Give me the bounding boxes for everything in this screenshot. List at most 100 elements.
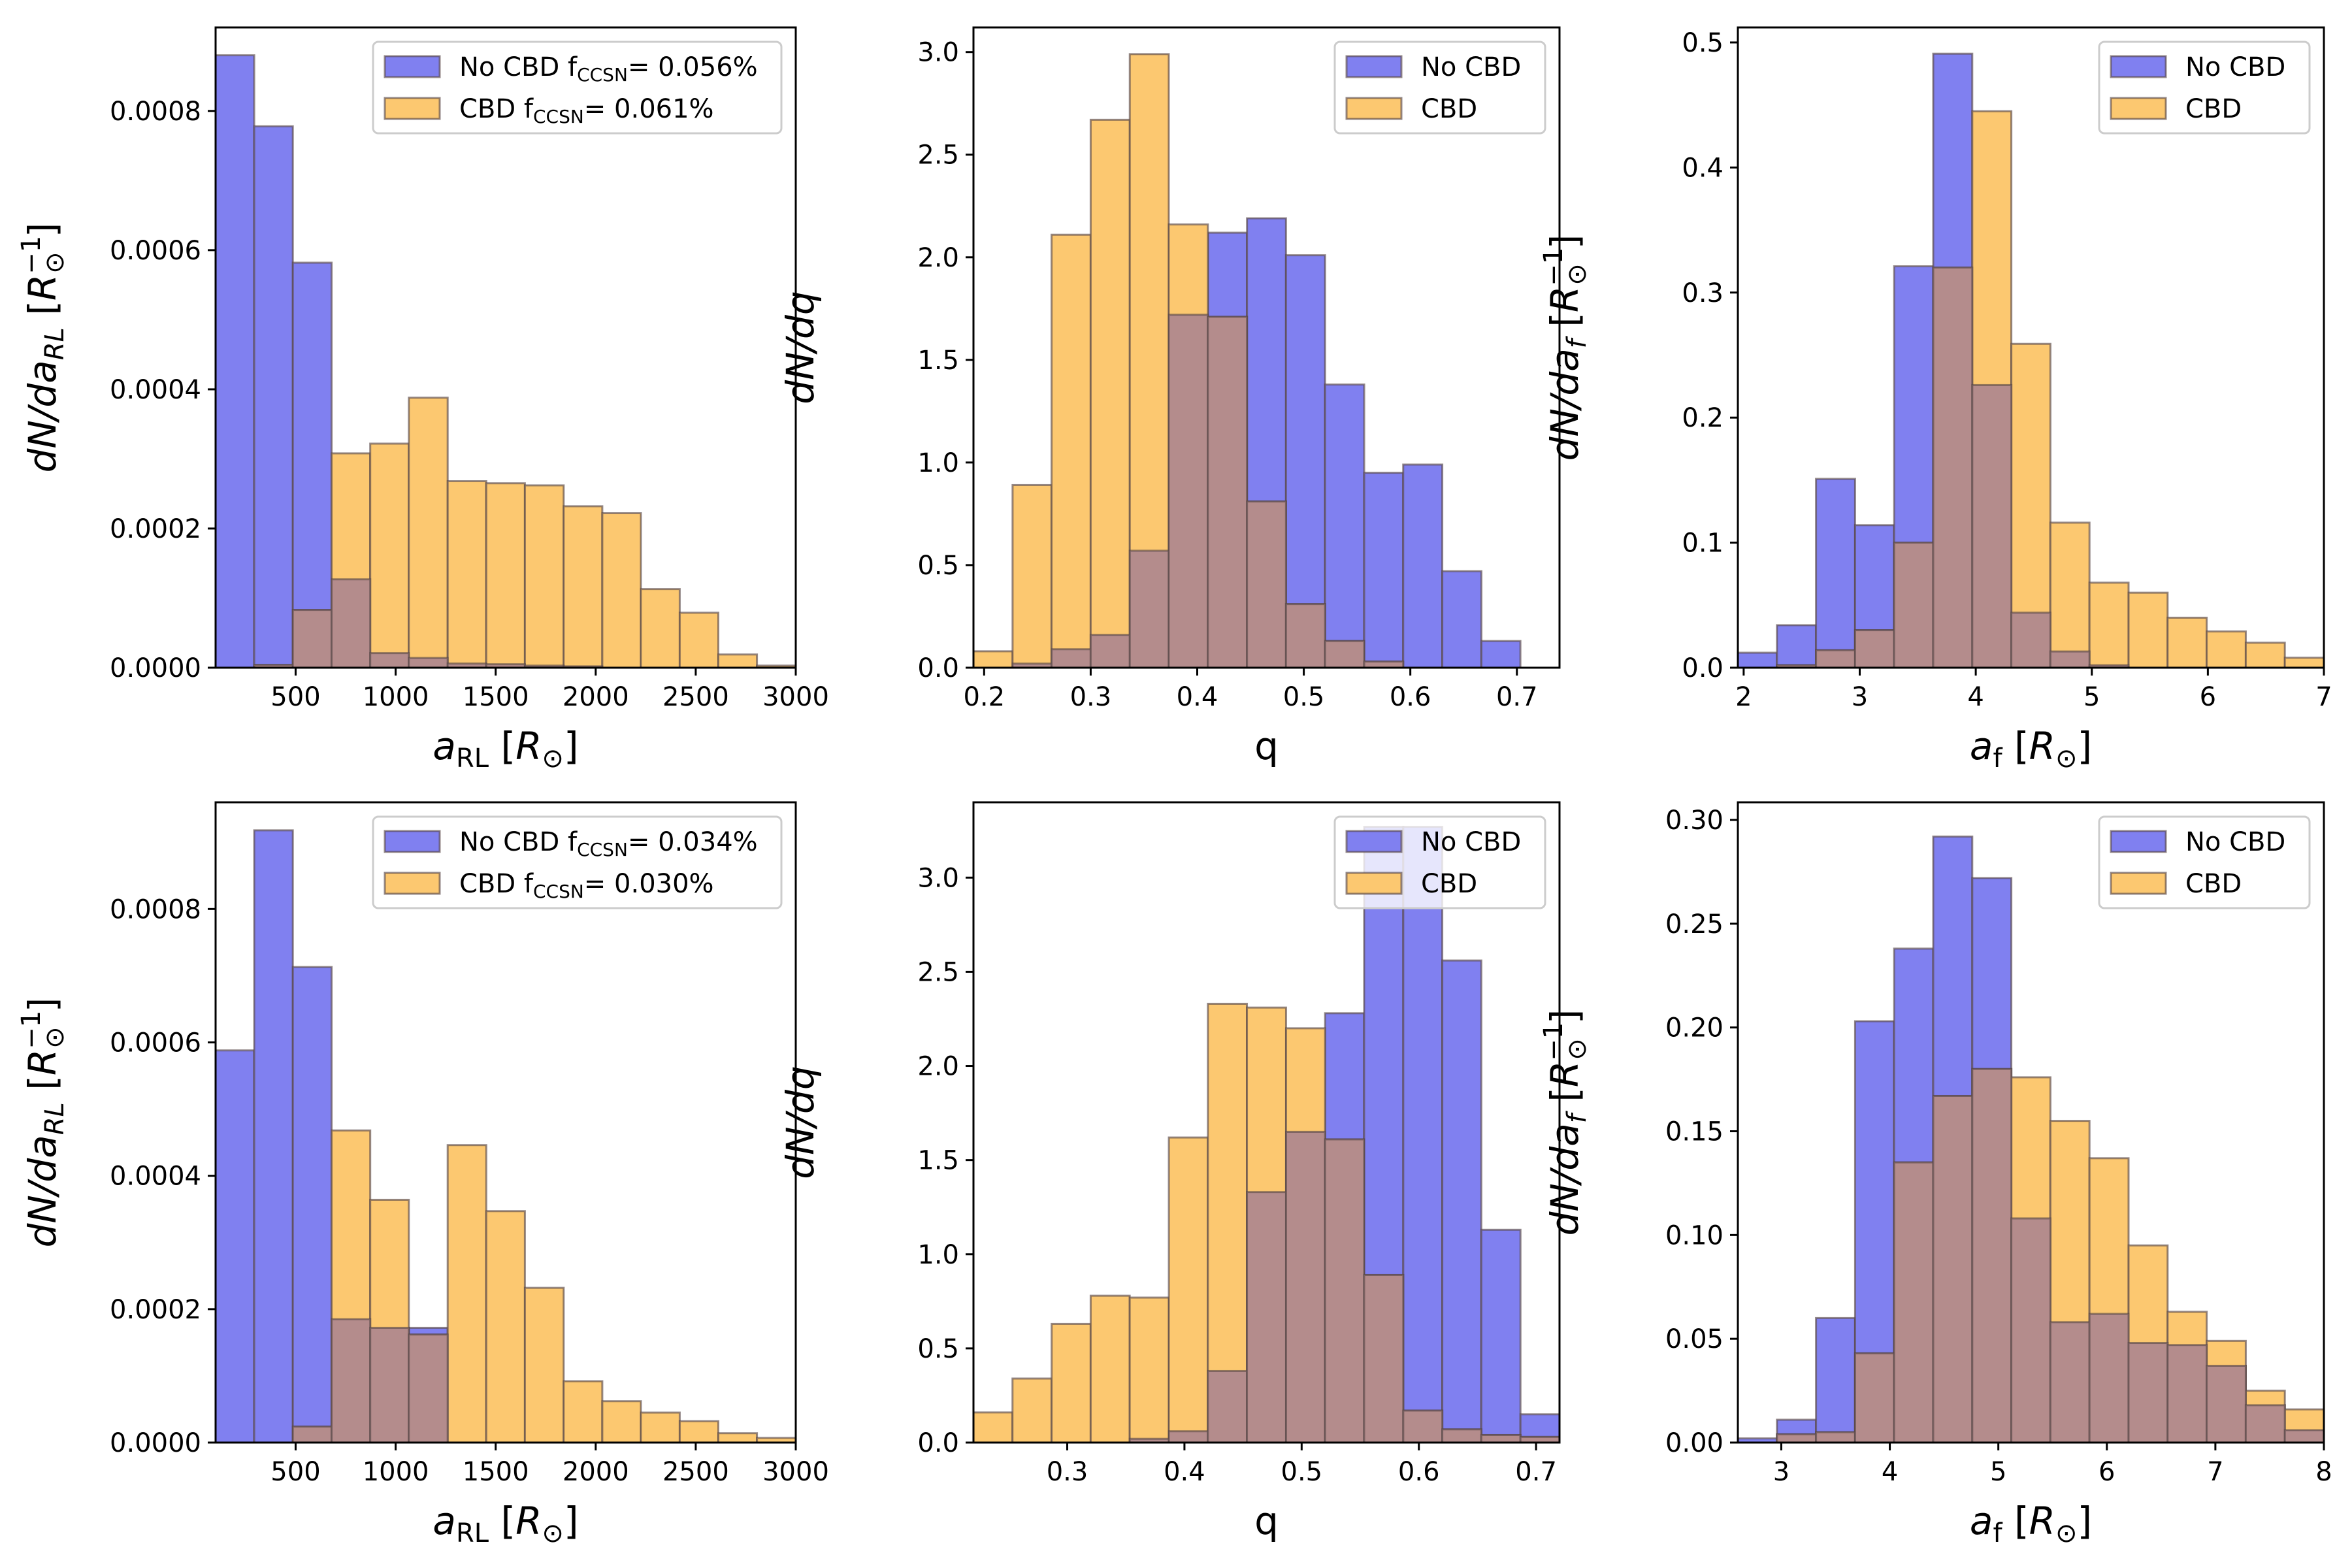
- y-tick-label: 0.0: [917, 1428, 959, 1458]
- histogram-bar: [601, 512, 642, 669]
- y-tick-label: 0.0002: [110, 514, 201, 544]
- histogram-bar: [2283, 1429, 2325, 1444]
- histogram-bar: [1168, 1136, 1209, 1444]
- histogram-bar: [2049, 650, 2091, 669]
- histogram-bar: [446, 480, 487, 669]
- histogram-bar: [1815, 1431, 1856, 1444]
- subscript: RL: [456, 1518, 489, 1548]
- x-tick-label: 0.2: [963, 682, 1005, 712]
- y-axis-label: dN/daf [R−1⊙]: [1539, 235, 1592, 461]
- bracket: ]: [20, 223, 65, 238]
- histogram-bar: [408, 657, 449, 669]
- symbol: a: [433, 724, 456, 768]
- histogram-bar: [640, 1411, 681, 1444]
- y-axis-label: dN/daRL [R−1⊙]: [16, 223, 70, 473]
- x-tick-label: 6: [2099, 1457, 2115, 1487]
- histogram-bar: [1441, 959, 1482, 1444]
- legend-swatch: [384, 97, 441, 120]
- r-sun: R: [20, 274, 65, 301]
- histogram-bar: [485, 1210, 526, 1444]
- histogram-bar: [331, 578, 372, 669]
- histogram-bar: [1441, 1428, 1482, 1444]
- y-tick-label: 0.0004: [110, 375, 201, 405]
- x-tick-label: 2000: [563, 1457, 629, 1487]
- histogram-bar: [1363, 1273, 1405, 1444]
- sun-symbol: ⊙: [1562, 1038, 1592, 1060]
- histogram-bar: [291, 1426, 333, 1444]
- histogram-bar: [563, 1380, 604, 1444]
- y-tick-label: 0.0006: [110, 1028, 201, 1058]
- legend-label: No CBD: [1421, 52, 1521, 82]
- x-tick-label: 0.3: [1047, 1457, 1088, 1487]
- legend: No CBD CBD: [1333, 815, 1546, 909]
- y-label-text: dN/da: [20, 1135, 65, 1247]
- y-tick-label: 0.20: [1665, 1013, 1723, 1043]
- histogram-bar: [2127, 591, 2169, 669]
- x-tick-label: 0.3: [1070, 682, 1112, 712]
- x-axis-label: q: [1254, 1499, 1279, 1543]
- x-tick-label: 1000: [363, 682, 429, 712]
- histogram-bar: [1128, 549, 1170, 669]
- histogram-bar: [214, 54, 255, 669]
- legend: No CBD fCCSN= 0.034%CBD fCCSN= 0.030%: [372, 815, 783, 909]
- legend-subscript: CCSN: [533, 106, 584, 127]
- histogram-bar: [2010, 1217, 2051, 1444]
- x-tick-label: 0.4: [1164, 1457, 1205, 1487]
- axes-frame: [972, 801, 1561, 1444]
- histogram-bar: [2166, 1344, 2208, 1444]
- y-label-text: dN/da: [1543, 1123, 1587, 1235]
- y-label-text: dN/dq: [778, 1066, 823, 1179]
- histogram-bar: [1324, 1138, 1365, 1444]
- legend-value: = 0.061%: [584, 94, 714, 124]
- legend-subscript: CCSN: [533, 881, 584, 902]
- x-tick-label: 5: [2083, 682, 2100, 712]
- y-tick-label: 2.5: [917, 957, 959, 987]
- y-tick-label: 1.0: [917, 448, 959, 478]
- histogram-bar: [1971, 1068, 2013, 1444]
- y-tick-label: 0.0004: [110, 1162, 201, 1192]
- histogram-bar: [523, 1286, 565, 1444]
- histogram-bar: [1284, 603, 1326, 669]
- histogram-bar: [1207, 316, 1249, 669]
- legend-entry: CBD fCCSN= 0.061%: [459, 94, 714, 127]
- histogram-bar: [1815, 1316, 1856, 1444]
- legend-label: CBD: [1421, 869, 1477, 899]
- histogram-bar: [291, 966, 333, 1444]
- histogram-bar: [1776, 624, 1818, 669]
- x-tick-label: 4: [1967, 682, 1984, 712]
- y-label-text: dN/dq: [778, 291, 823, 404]
- histogram-bar: [1284, 254, 1326, 669]
- subscript: f: [1993, 1518, 2002, 1548]
- histogram-bar: [2166, 616, 2208, 669]
- x-tick-label: 0.6: [1398, 1457, 1440, 1487]
- histogram-bar: [1168, 314, 1209, 669]
- histogram-bar: [2010, 612, 2051, 669]
- sun-symbol: ⊙: [40, 1026, 70, 1049]
- legend-label: No CBD f: [459, 827, 578, 857]
- x-tick-label: 2000: [563, 682, 629, 712]
- y-axis-label: dN/dq: [778, 291, 823, 404]
- x-tick-label: 3: [1773, 1457, 1789, 1487]
- histogram-bar: [1480, 1433, 1522, 1444]
- histogram-bar: [1402, 1409, 1444, 1444]
- subscript: RL: [456, 743, 489, 774]
- y-tick-label: 0.0008: [110, 97, 201, 127]
- y-tick-label: 3.0: [917, 38, 959, 68]
- legend-entry: CBD: [2185, 869, 2242, 899]
- axes-frame: [1737, 801, 2325, 1444]
- histogram-bar: [2127, 1342, 2169, 1444]
- x-tick-label: 0.5: [1281, 1457, 1323, 1487]
- bracket: ]: [2077, 1499, 2092, 1543]
- y-tick-label: 0.0: [1682, 653, 1723, 683]
- series-cbd: [253, 397, 797, 669]
- histogram-bar: [972, 650, 1014, 669]
- y-tick-label: 0.25: [1665, 909, 1723, 939]
- histogram-bar: [408, 1333, 449, 1444]
- y-tick-label: 0.00: [1665, 1428, 1723, 1458]
- x-tick-label: 0.7: [1515, 1457, 1557, 1487]
- bracket: [: [20, 1075, 65, 1102]
- histogram-bar: [1776, 1433, 1818, 1444]
- x-tick-label: 500: [270, 682, 320, 712]
- histogram-bar: [1480, 640, 1522, 669]
